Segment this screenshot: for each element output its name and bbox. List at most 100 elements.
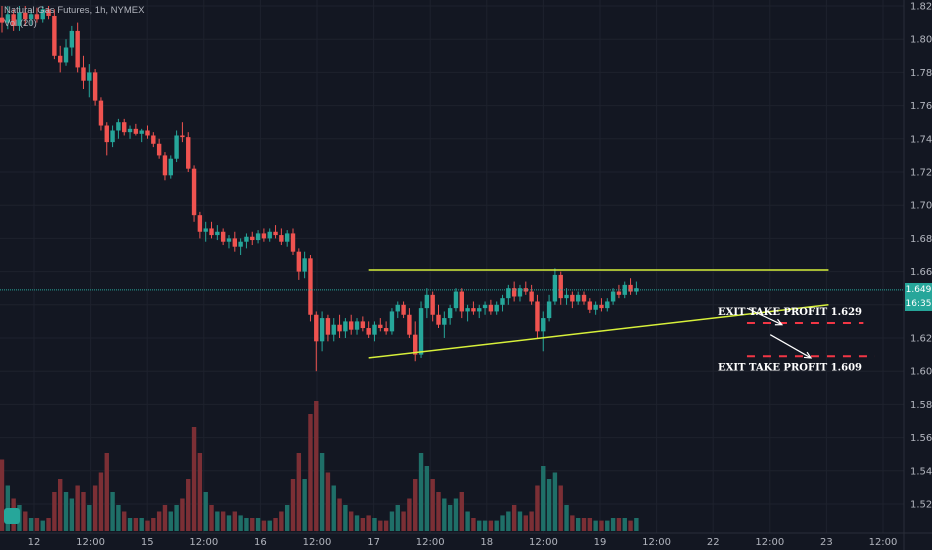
x-tick-label: 12:00	[529, 537, 558, 548]
candle-body	[575, 294, 581, 302]
candle-body	[238, 241, 243, 247]
candle-body	[151, 135, 156, 144]
support-trendline[interactable]	[368, 304, 829, 359]
volume-bar	[517, 511, 523, 531]
candle-body	[447, 308, 453, 319]
x-tick-label: 12:00	[76, 537, 105, 548]
candle-body	[215, 231, 220, 236]
volume-bar	[40, 520, 45, 531]
volume-bar	[284, 505, 290, 531]
candle-body	[413, 334, 418, 355]
y-tick-label: 1.680	[910, 234, 932, 245]
volume-bar	[87, 505, 92, 531]
volume-bar	[424, 466, 430, 531]
volume-bar	[389, 511, 395, 531]
volume-bar	[546, 479, 552, 531]
volume-bar	[314, 401, 319, 531]
volume-bar	[500, 515, 505, 531]
candle-body	[244, 236, 249, 242]
volume-bar	[197, 453, 203, 531]
chart-legend: Natural Gas Futures, 1h, NYMEX Vol (20)	[4, 4, 144, 30]
volume-bar	[610, 518, 616, 531]
x-tick-label: 12	[28, 537, 41, 548]
x-tick-label: 18	[480, 537, 493, 548]
y-tick-label: 1.620	[910, 334, 932, 345]
y-tick-label: 1.780	[910, 68, 932, 79]
volume-bar	[447, 505, 453, 531]
candle-body	[314, 314, 319, 342]
volume-bar	[273, 518, 278, 531]
candlesticks	[0, 6, 639, 372]
candle-body	[308, 258, 313, 315]
candle-body	[453, 291, 459, 309]
candle-body	[343, 321, 348, 332]
candle-body	[28, 14, 34, 20]
volume-bar	[308, 414, 313, 531]
last-price-tag: 1.649 16:35	[905, 283, 932, 311]
arrow-line[interactable]	[746, 307, 783, 326]
volume-bar	[127, 518, 133, 531]
candle-body	[436, 314, 441, 325]
x-tick-label: 17	[367, 537, 380, 548]
candle-body	[477, 308, 482, 312]
take-profit-label[interactable]: EXIT TAKE PROFIT 1.609	[718, 362, 862, 373]
symbol-title[interactable]: Natural Gas Futures, 1h, NYMEX	[4, 5, 145, 16]
candle-body	[605, 301, 610, 309]
x-tick-label: 12:00	[189, 537, 218, 548]
candle-body	[482, 304, 488, 309]
candle-body	[279, 235, 284, 242]
volume-indicator-label[interactable]: Vol (20)	[4, 18, 37, 29]
y-tick-label: 1.520	[910, 500, 932, 511]
candle-body	[517, 288, 523, 297]
volume-bar	[383, 520, 389, 531]
candle-body	[232, 238, 237, 247]
candle-body	[116, 122, 121, 131]
volume-bar	[23, 511, 28, 531]
candle-body	[319, 318, 325, 342]
x-axis-labels[interactable]: 12 12:00 15 12:00 16 12:00 17 12:00 18 12:00 19 12:…	[28, 537, 898, 548]
volume-bar	[215, 511, 220, 531]
x-tick-label: 23	[820, 537, 833, 548]
volume-bar	[581, 518, 587, 531]
volume-bar	[261, 520, 267, 531]
y-tick-label: 1.800	[910, 35, 932, 46]
volume-bar	[372, 518, 377, 531]
candle-body	[418, 308, 424, 355]
volume-bar	[162, 505, 168, 531]
take-profit-label[interactable]: EXIT TAKE PROFIT 1.629	[718, 307, 862, 318]
volume-bar	[238, 515, 243, 531]
volume-bar	[110, 492, 115, 531]
candle-body	[395, 304, 400, 312]
volume-bar	[471, 518, 476, 531]
candle-body	[500, 298, 505, 305]
candle-body	[552, 274, 558, 302]
candle-body	[401, 304, 406, 315]
volume-bar	[418, 453, 424, 531]
tradingview-logo-icon[interactable]	[4, 508, 20, 524]
volume-bar	[552, 472, 558, 531]
candle-body	[541, 318, 546, 332]
arrow-head-icon	[803, 351, 813, 359]
volume-bar	[575, 518, 581, 531]
volume-bar	[139, 518, 144, 531]
candle-body	[145, 130, 150, 136]
candle-body	[203, 228, 208, 232]
volume-bar	[58, 479, 63, 531]
volume-bar	[628, 520, 633, 531]
candle-body	[220, 231, 226, 242]
candle-body	[488, 304, 494, 312]
volume-bar	[186, 479, 191, 531]
volume-bar	[133, 518, 139, 531]
candle-body	[354, 321, 360, 330]
arrow-head-icon	[774, 318, 784, 326]
candle-body	[372, 324, 377, 335]
volume-bar	[593, 520, 598, 531]
x-tick-label: 22	[707, 537, 720, 548]
candle-body	[92, 72, 98, 101]
y-axis-labels[interactable]: 1.820 1.800 1.780 1.760 1.740 1.720 1.700 1.680…	[910, 2, 932, 511]
arrow-line[interactable]	[769, 334, 812, 359]
candle-body	[122, 122, 127, 133]
annotations: EXIT TAKE PROFIT 1.629 EXIT TAKE PROFIT 1…	[718, 307, 862, 373]
candle-body	[616, 291, 622, 295]
